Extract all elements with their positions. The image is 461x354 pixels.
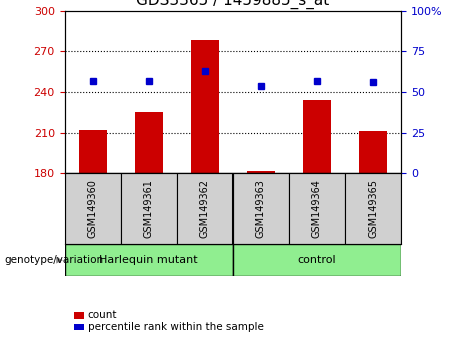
Text: Harlequin mutant: Harlequin mutant (100, 255, 198, 265)
Text: GSM149361: GSM149361 (144, 179, 154, 238)
Bar (121, 173, 177, 244)
Text: GSM149364: GSM149364 (312, 179, 322, 238)
Bar (233, 173, 289, 244)
Bar (65, 173, 121, 244)
Bar (247, 171, 275, 173)
Bar (345, 173, 401, 244)
Text: GSM149360: GSM149360 (88, 179, 98, 238)
Bar (177, 173, 233, 244)
Text: GSM149363: GSM149363 (256, 179, 266, 238)
Bar (191, 40, 219, 173)
Title: GDS3365 / 1459885_s_at: GDS3365 / 1459885_s_at (136, 0, 330, 9)
Bar (359, 131, 387, 173)
Bar (233, 244, 401, 276)
Bar (78, 130, 106, 173)
Text: count: count (88, 310, 117, 320)
Text: genotype/variation: genotype/variation (5, 255, 104, 265)
Text: GSM149362: GSM149362 (200, 179, 210, 238)
Text: percentile rank within the sample: percentile rank within the sample (88, 322, 264, 332)
Text: GSM149365: GSM149365 (368, 179, 378, 238)
Text: control: control (298, 255, 336, 265)
Bar (65, 244, 233, 276)
Bar (135, 113, 163, 173)
Bar (289, 173, 345, 244)
Bar (303, 100, 331, 173)
